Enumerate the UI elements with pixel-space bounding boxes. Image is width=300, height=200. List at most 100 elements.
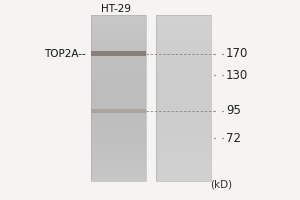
Bar (91, 179, 146, 180)
Bar (91, 22, 146, 23)
Bar (156, 99, 211, 100)
Bar (156, 164, 211, 165)
Bar (91, 96, 146, 97)
Bar (156, 148, 211, 149)
Bar (156, 71, 211, 72)
Bar (91, 134, 146, 135)
Bar (91, 79, 146, 80)
Bar (91, 125, 146, 126)
Bar (91, 114, 146, 115)
Bar (156, 69, 211, 70)
Bar (156, 150, 211, 151)
Bar (91, 96, 146, 97)
Bar (156, 61, 211, 62)
Bar (156, 76, 211, 78)
Bar (156, 140, 211, 141)
Bar (156, 56, 211, 57)
Bar (91, 89, 146, 90)
Bar (156, 163, 211, 164)
Bar (156, 173, 211, 174)
Bar (156, 145, 211, 146)
Bar (91, 80, 146, 81)
Bar (91, 164, 146, 165)
Bar (156, 125, 211, 126)
Bar (156, 102, 211, 103)
Bar (156, 38, 211, 39)
Bar (91, 130, 146, 131)
Bar (91, 52, 146, 53)
Bar (156, 45, 211, 46)
Bar (156, 170, 211, 171)
Bar (91, 138, 146, 139)
Bar (156, 138, 211, 139)
Bar (156, 74, 211, 75)
Bar (91, 168, 146, 169)
Bar (91, 107, 146, 108)
Bar (91, 144, 146, 145)
Bar (156, 155, 211, 156)
Bar (156, 124, 211, 125)
Bar (156, 134, 211, 135)
Bar (91, 174, 146, 175)
Bar (156, 144, 211, 145)
Bar (91, 47, 146, 49)
Bar (156, 120, 211, 121)
Bar (156, 129, 211, 130)
Bar (156, 41, 211, 42)
Bar (91, 57, 146, 58)
Text: 72: 72 (226, 132, 241, 145)
Bar (91, 47, 146, 48)
Bar (156, 76, 211, 77)
Bar (91, 93, 146, 94)
Bar (91, 31, 146, 32)
Bar (91, 145, 146, 146)
Bar (156, 47, 211, 48)
Bar (91, 81, 146, 82)
Bar (91, 120, 146, 121)
Bar (91, 140, 146, 141)
Bar (91, 66, 146, 67)
Bar (156, 111, 211, 112)
Bar (91, 121, 146, 122)
Bar (91, 163, 146, 164)
Bar (156, 18, 211, 19)
Bar (91, 62, 146, 63)
Bar (91, 82, 146, 83)
Bar (91, 16, 146, 17)
Bar (91, 68, 146, 69)
Bar (156, 154, 211, 155)
Bar (91, 154, 146, 155)
Bar (156, 143, 211, 144)
Bar (156, 116, 211, 117)
Bar (156, 72, 211, 73)
Bar (91, 154, 146, 155)
Bar (156, 167, 211, 168)
Bar (156, 144, 211, 145)
Bar (91, 78, 146, 79)
Bar (156, 147, 211, 148)
Bar (156, 65, 211, 66)
Bar (156, 16, 211, 17)
Bar (91, 26, 146, 27)
Bar (156, 110, 211, 111)
Bar (91, 126, 146, 127)
Bar (91, 32, 146, 33)
Bar (156, 86, 211, 87)
Text: 130: 130 (226, 69, 248, 82)
Bar (156, 88, 211, 89)
Bar (91, 144, 146, 145)
Bar (91, 91, 146, 92)
Bar (91, 61, 146, 62)
Bar (156, 24, 211, 25)
Bar (91, 99, 146, 100)
Bar (156, 62, 211, 63)
Bar (91, 155, 146, 156)
Bar (156, 67, 211, 68)
Bar (91, 142, 146, 143)
Bar (156, 117, 211, 118)
Bar (91, 134, 146, 136)
Bar (91, 24, 146, 25)
Bar (156, 103, 211, 104)
Bar (91, 147, 146, 148)
Bar (91, 28, 146, 29)
